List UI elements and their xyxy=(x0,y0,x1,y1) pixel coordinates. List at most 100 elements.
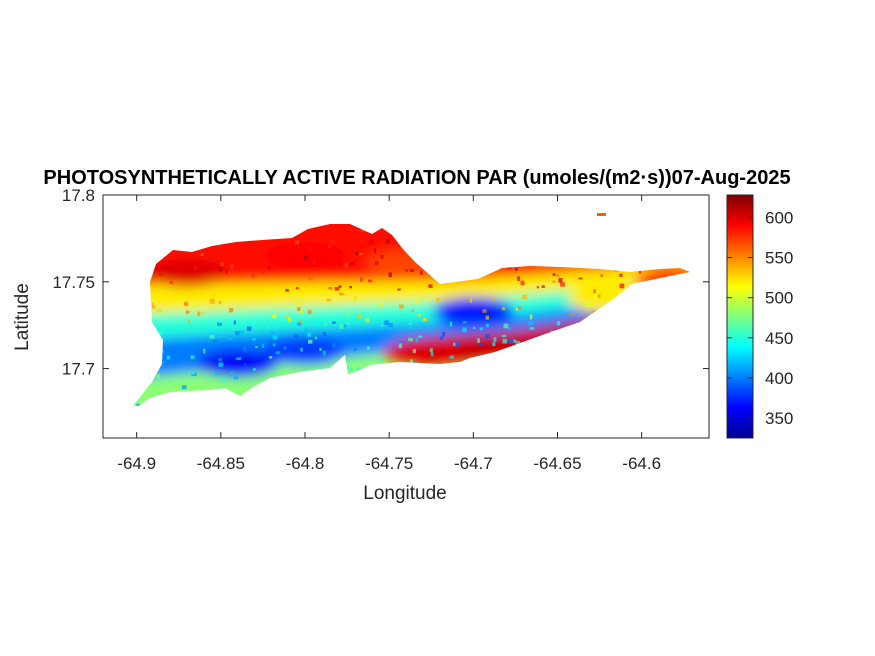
speckle xyxy=(304,256,309,261)
speckle xyxy=(590,300,595,306)
speckle xyxy=(380,302,384,308)
speckle xyxy=(558,278,563,283)
speckle xyxy=(456,342,460,347)
speckle xyxy=(316,320,319,326)
speckle xyxy=(343,324,347,328)
speckle xyxy=(477,338,480,344)
speckle xyxy=(136,403,141,406)
speckle xyxy=(236,357,242,361)
speckle xyxy=(272,343,276,347)
speckle xyxy=(194,301,197,307)
speckle xyxy=(295,240,300,245)
speckle xyxy=(238,330,244,335)
speckle xyxy=(569,313,574,316)
speckle xyxy=(334,286,340,291)
speckle xyxy=(552,280,556,283)
speckle xyxy=(449,321,453,327)
speckle xyxy=(339,323,344,329)
speckle xyxy=(388,323,393,328)
speckle xyxy=(493,337,497,342)
colorbar-tick-label: 450 xyxy=(765,329,793,348)
speckle xyxy=(469,297,472,303)
speckle xyxy=(354,295,357,301)
speckle xyxy=(423,318,426,322)
speckle xyxy=(307,309,312,315)
heat-region-3 xyxy=(197,349,278,378)
speckle xyxy=(209,335,215,339)
heat-region-5 xyxy=(433,297,514,326)
speckle xyxy=(462,327,467,333)
speckle xyxy=(312,262,317,267)
speckle xyxy=(560,282,565,287)
speckle xyxy=(357,314,362,319)
speckle xyxy=(380,324,384,327)
speckle xyxy=(380,254,384,259)
speckle xyxy=(409,269,415,272)
speckle xyxy=(384,320,389,326)
colorbar-tick-label: 500 xyxy=(765,289,793,308)
colorbar xyxy=(726,194,754,439)
speckle xyxy=(213,339,218,343)
speckle xyxy=(181,339,185,342)
speckle xyxy=(399,304,404,309)
speckle xyxy=(424,317,429,322)
speckle xyxy=(297,307,301,312)
speckle xyxy=(184,264,188,267)
speckle xyxy=(485,334,490,339)
speckle xyxy=(339,250,342,254)
speckle xyxy=(411,309,414,313)
speckle xyxy=(156,308,162,313)
speckle xyxy=(346,313,349,317)
speckle xyxy=(326,298,331,302)
speckle xyxy=(284,346,287,350)
x-tick-label: -64.7 xyxy=(454,454,493,473)
heat-region-1 xyxy=(265,241,345,270)
speckle xyxy=(261,269,266,274)
speckle xyxy=(436,297,440,302)
speckle xyxy=(356,367,362,372)
speckle xyxy=(515,307,518,311)
speckle xyxy=(161,360,166,364)
speckle xyxy=(214,372,220,375)
speckle xyxy=(285,368,288,373)
speckle xyxy=(252,338,256,341)
speckle xyxy=(327,245,331,248)
speckle xyxy=(408,338,413,342)
speckle xyxy=(388,272,393,278)
speckle xyxy=(319,347,322,351)
speckle xyxy=(218,300,222,305)
speckle xyxy=(222,298,226,302)
speckle xyxy=(368,239,374,245)
speckle xyxy=(556,321,561,326)
speckle xyxy=(419,270,423,275)
speckle xyxy=(408,322,413,325)
speckle xyxy=(479,327,483,331)
speckle xyxy=(452,342,456,347)
speckle xyxy=(360,277,363,282)
speckle xyxy=(230,371,233,375)
speckle xyxy=(255,346,258,349)
speckle xyxy=(374,248,377,254)
x-tick-label: -64.65 xyxy=(533,454,581,473)
x-axis: -64.9 -64.85 -64.8 -64.75 -64.7 -64.65 -64.6 xyxy=(117,195,661,473)
speckle xyxy=(300,347,303,352)
speckle xyxy=(219,266,223,272)
speckle xyxy=(380,358,383,362)
speckle xyxy=(270,330,274,334)
x-tick-label: -64.75 xyxy=(365,454,413,473)
speckle xyxy=(405,269,409,272)
speckle xyxy=(209,298,215,304)
speckle xyxy=(503,323,509,329)
heat-region-6 xyxy=(382,340,463,369)
speckle xyxy=(541,285,545,288)
speckle xyxy=(399,265,402,269)
speckle xyxy=(398,341,404,344)
speckle xyxy=(296,302,302,306)
speckle xyxy=(254,273,259,277)
speckle xyxy=(151,305,156,309)
speckle xyxy=(293,334,299,338)
colorbar-tick-label: 600 xyxy=(765,208,793,227)
speckle xyxy=(409,325,414,330)
speckle xyxy=(492,342,496,347)
